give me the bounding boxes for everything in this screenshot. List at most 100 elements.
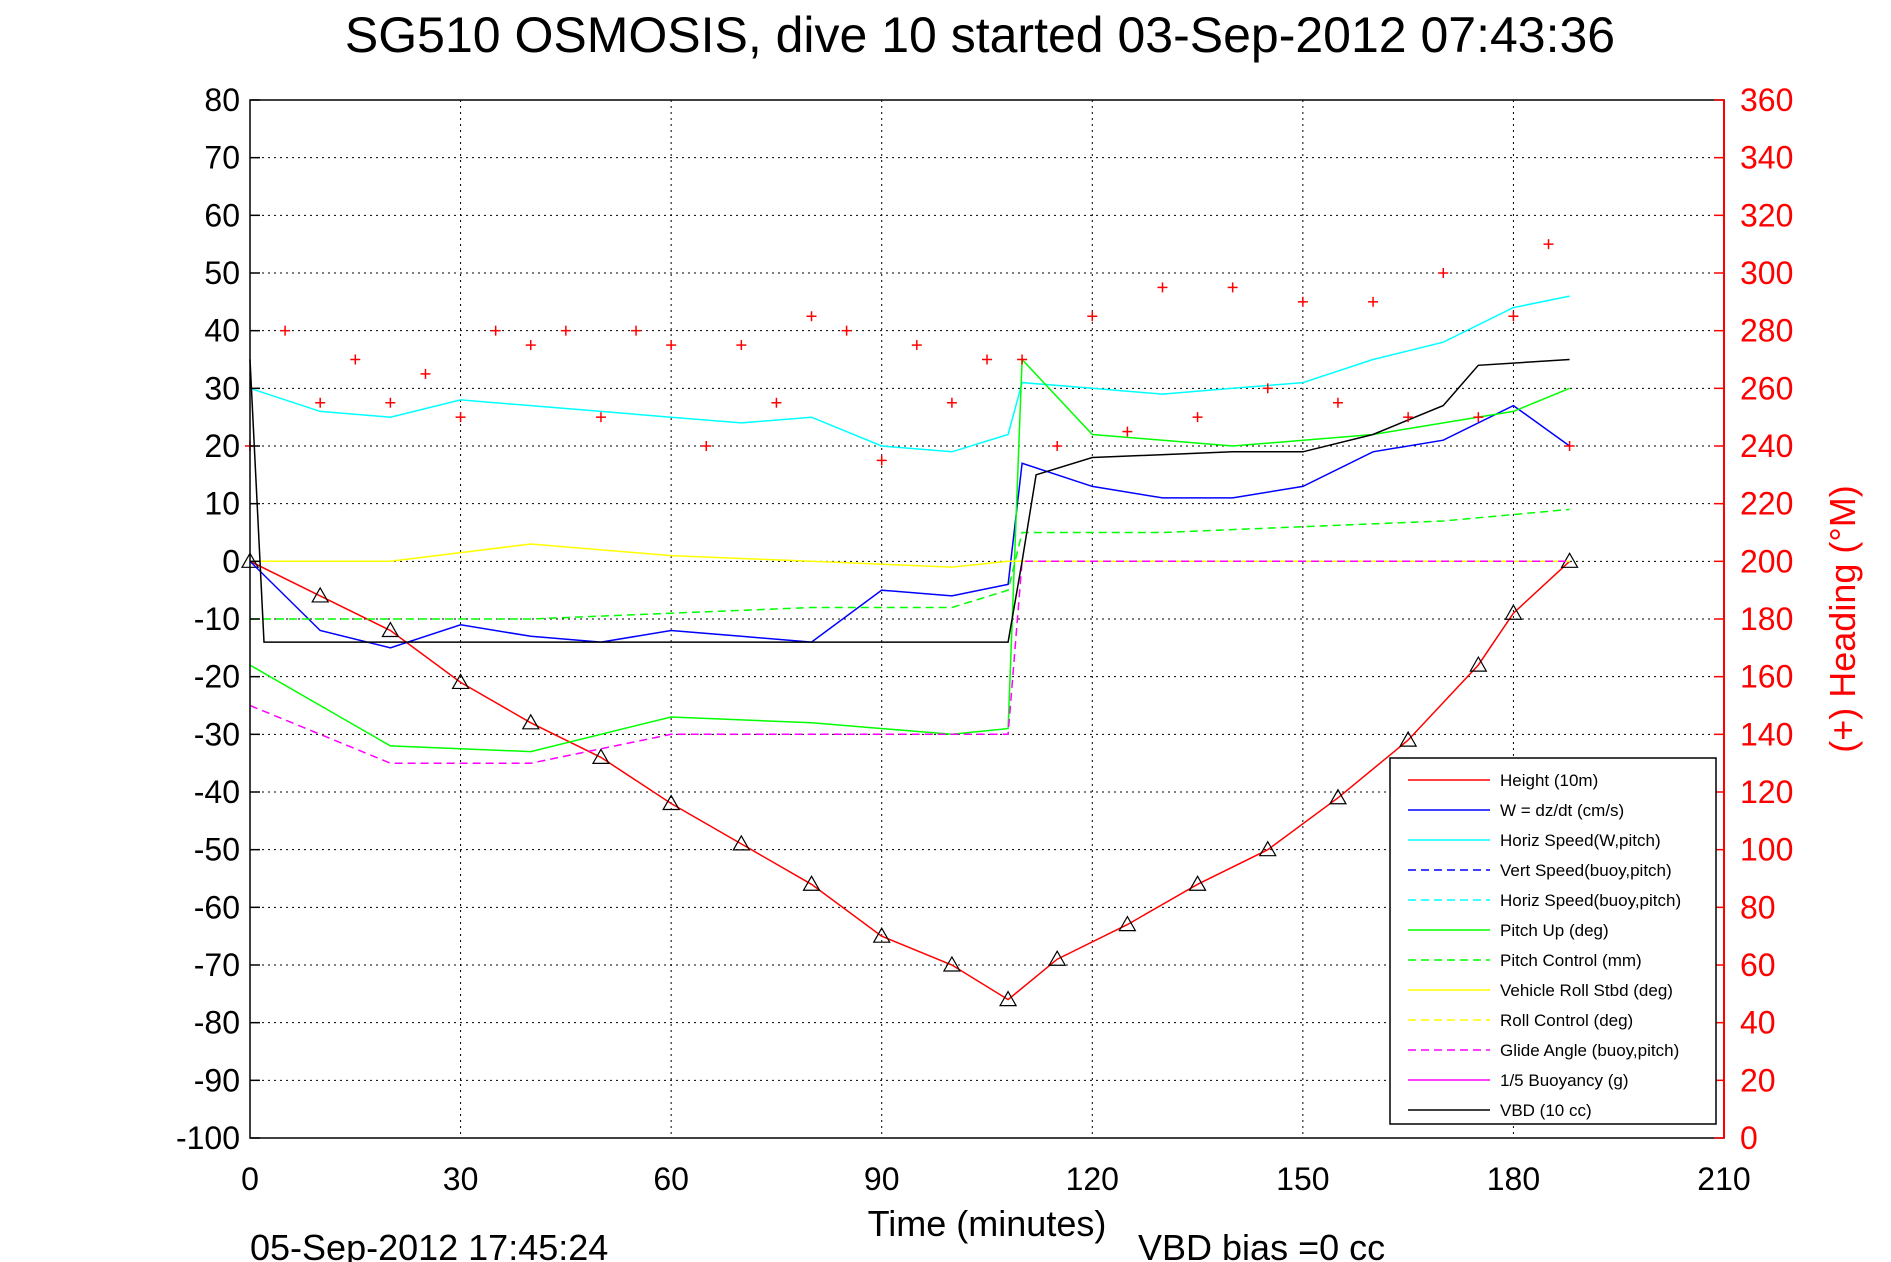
height-marker (802, 875, 821, 891)
heading-point (420, 368, 431, 379)
y-tick-label: 60 (204, 197, 240, 233)
heading-point (560, 325, 571, 336)
x-ticks: 0 30 60 90 120 150 180 210 (241, 1161, 1751, 1197)
height-marker (1118, 915, 1137, 932)
x-tick-label: 0 (241, 1161, 259, 1197)
height-marker (1560, 552, 1579, 568)
x-tick-label: 180 (1487, 1161, 1540, 1197)
right-tick-label: 160 (1740, 659, 1793, 695)
heading-point (1564, 441, 1575, 451)
y-tick-label: -10 (194, 601, 240, 637)
heading-point (1087, 311, 1098, 322)
y-tick-label: -50 (194, 832, 240, 868)
x-tick-label: 30 (443, 1161, 479, 1197)
heading-point (385, 397, 396, 408)
height-marker (1328, 788, 1347, 805)
legend: Height (10m) W = dz/dt (cm/s) Horiz Speed(… (1389, 757, 1717, 1125)
y-tick-label: -70 (194, 947, 240, 983)
series-line (249, 295, 1570, 453)
x-tick-label: 210 (1697, 1161, 1750, 1197)
heading-point (1508, 311, 1519, 322)
right-tick-label: 220 (1740, 486, 1793, 522)
y-tick-label: -80 (194, 1005, 240, 1041)
height-marker (451, 673, 470, 690)
series-line (249, 404, 1571, 649)
legend-label: Vehicle Roll Stbd (deg) (1500, 981, 1673, 1000)
heading-point (280, 325, 291, 336)
heading-point (911, 340, 922, 351)
x-tick-label: 120 (1066, 1161, 1119, 1197)
height-marker (1258, 840, 1277, 857)
right-y-ticks: 3603403203002802602402202001801601401201… (1714, 82, 1793, 1156)
right-tick-label: 260 (1740, 370, 1793, 406)
legend-label: 1/5 Buoyancy (g) (1500, 1071, 1629, 1090)
heading-point (771, 397, 782, 408)
heading-point (595, 412, 606, 423)
legend-box (1389, 757, 1717, 1125)
height-marker (311, 586, 330, 603)
heading-point (1332, 397, 1343, 408)
heading-point (876, 455, 887, 466)
right-tick-label: 100 (1740, 832, 1793, 868)
heading-point (1403, 412, 1414, 423)
height-marker (942, 955, 961, 972)
heading-point (1227, 282, 1238, 293)
heading-point (1297, 296, 1308, 307)
heading-point (350, 354, 361, 365)
legend-label: Glide Angle (buoy,pitch) (1500, 1041, 1679, 1060)
footer-vbd-bias: VBD bias =0 cc (1138, 1227, 1385, 1262)
height-marker (1188, 875, 1207, 891)
right-tick-label: 300 (1740, 255, 1793, 291)
heading-point (315, 397, 326, 408)
series-line (249, 357, 1570, 753)
heading-point (1368, 296, 1379, 307)
heading-point (455, 412, 466, 423)
right-tick-label: 240 (1740, 428, 1793, 464)
height-marker (732, 834, 751, 851)
y-tick-label: 40 (204, 313, 240, 349)
heading-point (631, 325, 642, 336)
right-tick-label: 140 (1740, 716, 1793, 752)
series-line (250, 543, 1570, 568)
right-tick-label: 120 (1740, 774, 1793, 810)
y-tick-label: 10 (204, 486, 240, 522)
y-tick-label: 20 (204, 428, 240, 464)
heading-point (806, 311, 817, 322)
right-tick-label: 40 (1740, 1005, 1776, 1041)
right-tick-label: 360 (1740, 82, 1793, 118)
height-marker (521, 713, 540, 730)
height-marker (1504, 604, 1523, 620)
height-marker (1399, 730, 1418, 747)
height-marker (1048, 950, 1067, 966)
x-axis-label: Time (minutes) (868, 1203, 1107, 1244)
y-tick-label: 70 (204, 140, 240, 176)
x-tick-label: 90 (864, 1161, 900, 1197)
height-marker (381, 621, 400, 638)
height-marker (872, 926, 891, 943)
right-tick-label: 180 (1740, 601, 1793, 637)
heading-point (1017, 354, 1028, 365)
height-marker (999, 990, 1018, 1007)
right-tick-label: 0 (1740, 1120, 1758, 1156)
y-tick-label: 30 (204, 370, 240, 406)
y-tick-label: -100 (176, 1120, 240, 1156)
legend-label: Pitch Up (deg) (1500, 921, 1609, 940)
series-line (249, 560, 1571, 1001)
heading-point (841, 325, 852, 336)
right-tick-label: 60 (1740, 947, 1776, 983)
y-tick-label: -90 (194, 1062, 240, 1098)
legend-label: Vert Speed(buoy,pitch) (1500, 861, 1672, 880)
series-layer (240, 239, 1579, 1007)
heading-point (736, 340, 747, 351)
legend-label: VBD (10 cc) (1500, 1101, 1592, 1120)
legend-label: W = dz/dt (cm/s) (1500, 801, 1624, 820)
right-axis-label: (+) Heading (°M) (1822, 485, 1863, 752)
legend-label: Pitch Control (mm) (1500, 951, 1642, 970)
right-tick-label: 80 (1740, 889, 1776, 925)
y-tick-label: 80 (204, 82, 240, 118)
heading-point (701, 441, 712, 451)
y-ticks: 80 70 60 50 40 30 20 10 0 -10 -20 -30 -40 -50 -60 -70 -8… (176, 82, 260, 1156)
heading-point (525, 340, 536, 351)
right-tick-label: 280 (1740, 313, 1793, 349)
